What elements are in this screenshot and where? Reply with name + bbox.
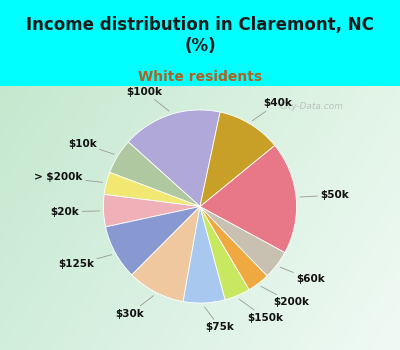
Wedge shape bbox=[104, 172, 200, 206]
Text: $40k: $40k bbox=[252, 98, 292, 121]
Wedge shape bbox=[110, 142, 200, 206]
Wedge shape bbox=[200, 206, 249, 300]
Text: $20k: $20k bbox=[51, 207, 100, 217]
Text: $150k: $150k bbox=[239, 299, 283, 323]
Wedge shape bbox=[183, 206, 225, 303]
Wedge shape bbox=[104, 195, 200, 227]
Text: Income distribution in Claremont, NC
(%): Income distribution in Claremont, NC (%) bbox=[26, 16, 374, 55]
Wedge shape bbox=[106, 206, 200, 275]
Text: $60k: $60k bbox=[280, 267, 325, 285]
Text: $100k: $100k bbox=[127, 87, 169, 111]
Wedge shape bbox=[128, 110, 220, 206]
Text: $125k: $125k bbox=[58, 255, 112, 270]
Wedge shape bbox=[200, 112, 275, 206]
Text: White residents: White residents bbox=[138, 70, 262, 84]
Text: $200k: $200k bbox=[261, 286, 309, 307]
Wedge shape bbox=[200, 206, 267, 289]
Wedge shape bbox=[200, 206, 285, 276]
Text: $30k: $30k bbox=[116, 296, 154, 318]
Text: $50k: $50k bbox=[300, 190, 349, 200]
Text: > $200k: > $200k bbox=[34, 173, 102, 182]
Wedge shape bbox=[132, 206, 200, 302]
Text: City-Data.com: City-Data.com bbox=[280, 103, 344, 111]
Text: $75k: $75k bbox=[204, 307, 234, 332]
Text: $10k: $10k bbox=[68, 139, 114, 154]
Wedge shape bbox=[200, 145, 296, 252]
